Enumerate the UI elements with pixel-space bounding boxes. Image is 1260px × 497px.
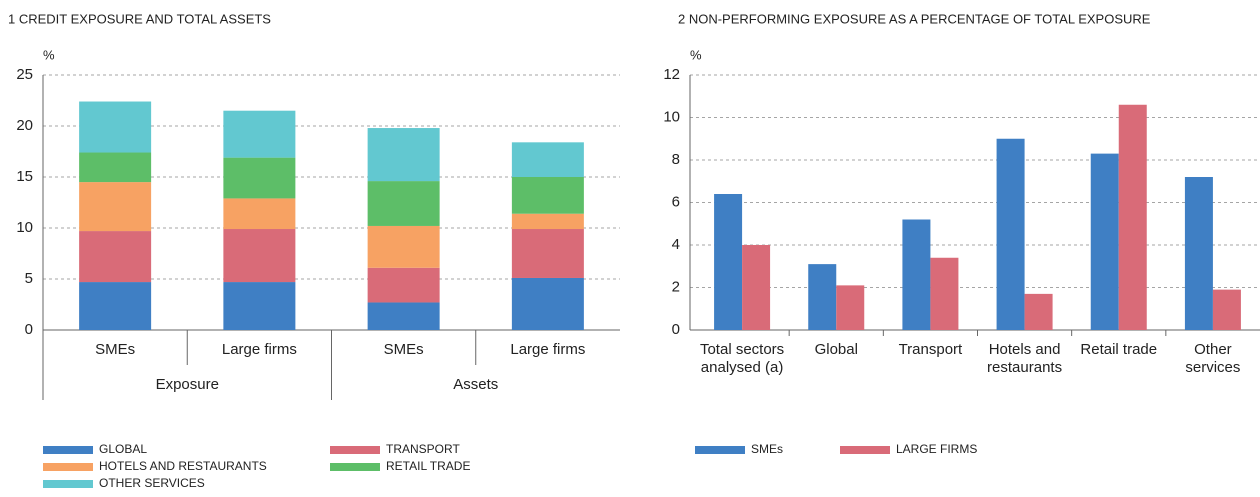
bar bbox=[1184, 177, 1213, 330]
y-tick-label: 6 bbox=[672, 193, 680, 210]
x-tick-label: Large firms bbox=[221, 341, 297, 358]
y-tick-label: 20 bbox=[16, 117, 33, 134]
bar-segment bbox=[367, 267, 440, 303]
bar-segment bbox=[367, 225, 440, 268]
legend-label: OTHER SERVICES bbox=[99, 476, 205, 490]
bar bbox=[714, 194, 743, 330]
legend-swatch bbox=[330, 446, 380, 454]
bar-segment bbox=[223, 157, 296, 199]
bar bbox=[930, 257, 959, 330]
bar bbox=[996, 138, 1025, 330]
group-label: Assets bbox=[453, 376, 499, 393]
y-tick-label: 10 bbox=[16, 219, 33, 236]
bar-segment bbox=[79, 101, 152, 153]
legend-label: LARGE FIRMS bbox=[896, 442, 977, 456]
bar-segment bbox=[223, 229, 296, 283]
legend-swatch bbox=[330, 463, 380, 471]
bar bbox=[742, 245, 771, 330]
bar-segment bbox=[79, 152, 152, 183]
bar bbox=[1024, 293, 1053, 330]
chart-title: 2 NON-PERFORMING EXPOSURE AS A PERCENTAG… bbox=[678, 11, 1151, 26]
bar bbox=[808, 264, 837, 330]
bar bbox=[1212, 289, 1241, 330]
bar-segment bbox=[223, 282, 296, 330]
bar-segment bbox=[223, 198, 296, 230]
legend-label: TRANSPORT bbox=[386, 442, 460, 456]
bar bbox=[836, 285, 865, 330]
y-tick-label: 8 bbox=[672, 151, 680, 168]
x-tick-label: Large firms bbox=[510, 341, 586, 358]
bar-segment bbox=[511, 142, 584, 177]
bar-segment bbox=[511, 229, 584, 278]
y-tick-label: 2 bbox=[672, 278, 680, 295]
x-tick-label: SMEs bbox=[95, 341, 136, 358]
bar bbox=[1090, 153, 1119, 330]
x-tick-label: Total sectors analysed (a) bbox=[699, 341, 785, 376]
x-tick-label: Other services bbox=[1185, 341, 1241, 376]
legend-swatch bbox=[43, 463, 93, 471]
legend-label: HOTELS AND RESTAURANTS bbox=[99, 459, 267, 473]
y-tick-label: 12 bbox=[663, 66, 680, 83]
bar-segment bbox=[511, 213, 584, 230]
bar-segment bbox=[511, 277, 584, 330]
y-tick-label: 10 bbox=[663, 108, 680, 125]
y-tick-label: 5 bbox=[25, 270, 33, 287]
legend-swatch bbox=[43, 446, 93, 454]
legend-swatch bbox=[43, 480, 93, 488]
bar-segment bbox=[511, 177, 584, 214]
x-tick-label: Transport bbox=[898, 341, 963, 358]
y-tick-label: 0 bbox=[25, 321, 33, 338]
x-tick-label: Retail trade bbox=[1080, 341, 1158, 358]
bar bbox=[902, 219, 931, 330]
y-tick-label: 4 bbox=[672, 236, 680, 253]
bar-segment bbox=[367, 181, 440, 226]
bar-segment bbox=[367, 128, 440, 182]
bar-segment bbox=[79, 231, 152, 283]
y-tick-label: 25 bbox=[16, 66, 33, 83]
legend-label: RETAIL TRADE bbox=[386, 459, 470, 473]
bar-segment bbox=[79, 282, 152, 330]
legend-label: GLOBAL bbox=[99, 442, 147, 456]
y-tick-label: 0 bbox=[672, 321, 680, 338]
x-tick-label: Hotels and restaurants bbox=[987, 341, 1063, 376]
legend-swatch bbox=[695, 446, 745, 454]
legend-label: SMEs bbox=[751, 442, 783, 456]
x-tick-label: SMEs bbox=[383, 341, 424, 358]
legend-swatch bbox=[840, 446, 890, 454]
group-label: Exposure bbox=[155, 376, 219, 393]
bar bbox=[1118, 104, 1147, 330]
bar-segment bbox=[367, 302, 440, 330]
bar-segment bbox=[223, 110, 296, 158]
y-tick-label: 15 bbox=[16, 168, 33, 185]
y-axis-unit: % bbox=[43, 47, 55, 62]
x-tick-label: Global bbox=[814, 341, 858, 358]
bar-segment bbox=[79, 182, 152, 232]
y-axis-unit: % bbox=[690, 47, 702, 62]
chart-title: 1 CREDIT EXPOSURE AND TOTAL ASSETS bbox=[8, 11, 271, 26]
